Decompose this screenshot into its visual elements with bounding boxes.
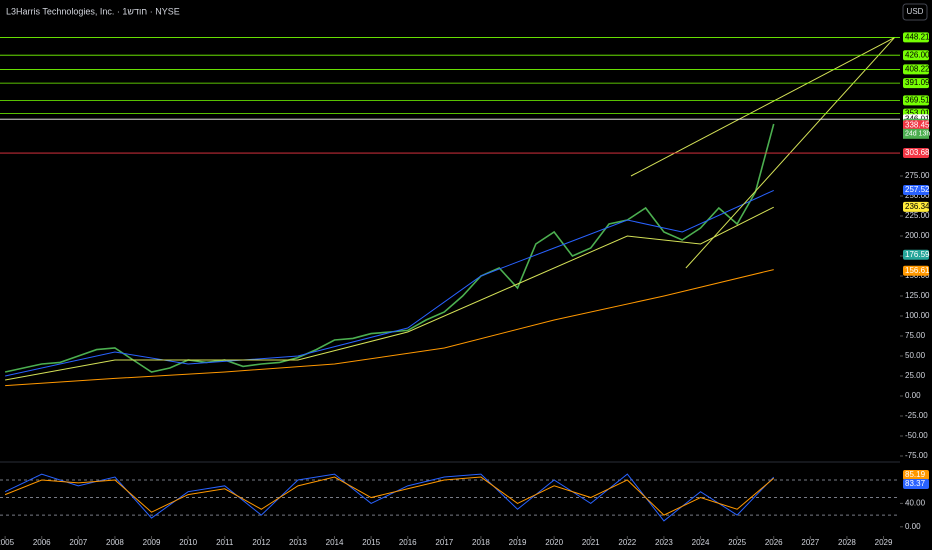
price-label: 346.01 <box>905 114 930 123</box>
y-tick-label: 0.00 <box>905 391 921 400</box>
x-tick-label: 2006 <box>33 538 51 547</box>
currency[interactable]: USD <box>907 7 924 16</box>
x-tick-label: 2016 <box>399 538 417 547</box>
chart-title: L3Harris Technologies, Inc. · 1חודש · NY… <box>6 6 180 16</box>
price-label: 369.51 <box>905 96 930 105</box>
countdown-box <box>903 128 929 139</box>
countdown: 24d 13h <box>905 131 930 138</box>
price-label: 303.68 <box>905 148 930 157</box>
y-tick-label: 200.00 <box>905 231 930 240</box>
x-tick-label: 2021 <box>582 538 600 547</box>
x-tick-label: 2012 <box>252 538 270 547</box>
x-tick-label: 2020 <box>545 538 563 547</box>
series-line <box>5 206 774 381</box>
y-tick-label: 25.00 <box>905 371 926 380</box>
price-label-box <box>903 249 929 260</box>
x-tick-label: 2022 <box>618 538 636 547</box>
x-tick-label: 2028 <box>838 538 856 547</box>
y-tick-label: 275.00 <box>905 171 930 180</box>
stoch-label-box <box>903 469 929 480</box>
x-tick-label: 2010 <box>179 538 197 547</box>
currency-button[interactable] <box>902 3 928 21</box>
price-label-box <box>903 265 929 276</box>
x-tick-label: 2014 <box>326 538 344 547</box>
x-tick-label: 2024 <box>692 538 710 547</box>
x-tick-label: 2005 <box>0 538 15 547</box>
x-tick-label: 2011 <box>216 538 234 547</box>
price-label: 338.45 <box>905 120 930 129</box>
y-tick-label: -75.00 <box>905 451 928 460</box>
x-tick-label: 2027 <box>801 538 819 547</box>
y-tick-label: -25.00 <box>905 411 928 420</box>
y-tick-label: -50.00 <box>905 431 928 440</box>
y-tick-label: 40.00 <box>905 498 926 507</box>
stoch-label: 83.37 <box>905 479 926 488</box>
x-tick-label: 2008 <box>106 538 124 547</box>
price-label: 156.61 <box>905 266 930 275</box>
price-label: 257.52 <box>905 185 930 194</box>
y-tick-label: 250.00 <box>905 191 930 200</box>
x-tick-label: 2009 <box>143 538 161 547</box>
y-tick-label: 50.00 <box>905 351 926 360</box>
price-label: 353.01 <box>905 109 930 118</box>
price-label: 448.21 <box>905 33 930 42</box>
y-tick-label: 125.00 <box>905 291 930 300</box>
price-label-box <box>903 50 929 61</box>
x-tick-label: 2023 <box>655 538 673 547</box>
x-tick-label: 2018 <box>472 538 490 547</box>
y-tick-label: 225.00 <box>905 211 930 220</box>
x-tick-label: 2015 <box>362 538 380 547</box>
price-label-box <box>903 120 929 131</box>
y-tick-label: 100.00 <box>905 311 930 320</box>
x-tick-label: 2025 <box>728 538 746 547</box>
price-label: 236.34 <box>905 202 930 211</box>
price-label-box <box>903 184 929 195</box>
x-tick-label: 2026 <box>765 538 783 547</box>
stoch-label-box <box>903 479 929 490</box>
series-line <box>5 269 774 387</box>
price-label-box <box>903 95 929 106</box>
price-label: 391.09 <box>905 78 930 87</box>
x-tick-label: 2007 <box>69 538 87 547</box>
series-line <box>4 476 775 516</box>
series-line <box>5 189 774 377</box>
price-label-box <box>903 78 929 89</box>
x-tick-label: 2013 <box>289 538 307 547</box>
price-label-box <box>903 64 929 75</box>
stoch-label: 85.19 <box>905 470 926 479</box>
x-tick-label: 2029 <box>875 538 893 547</box>
price-label-box <box>903 148 929 159</box>
x-tick-label: 2019 <box>509 538 527 547</box>
price-label: 408.22 <box>905 65 930 74</box>
price-label-box <box>903 201 929 212</box>
y-tick-label: 0.00 <box>905 522 921 531</box>
price-label: 426.00 <box>905 50 930 59</box>
price-label: 176.59 <box>905 250 930 259</box>
x-tick-label: 2017 <box>435 538 453 547</box>
y-tick-label: 75.00 <box>905 331 926 340</box>
price-label-box <box>903 32 929 43</box>
